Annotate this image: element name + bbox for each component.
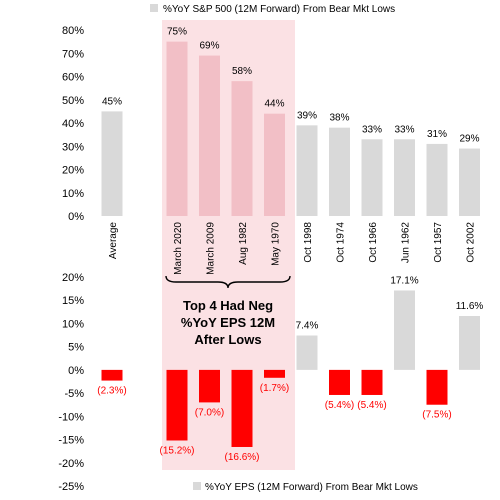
legend-bottom: %YoY EPS (12M Forward) From Bear Mkt Low… (193, 482, 418, 493)
x-label-oct-2002: Oct 2002 (466, 222, 477, 263)
annotation-line-1: Top 4 Had Neg (183, 298, 273, 313)
x-axis-labels: Average March 2020 March 2009 Aug 1982 May 1… (108, 222, 477, 275)
y-tick-bottom-25: -25% (58, 481, 84, 493)
data-label-bottom-oct-1998: 7.4% (296, 321, 319, 332)
bar-top-oct-1957 (426, 143, 448, 216)
x-label-oct-1998: Oct 1998 (303, 222, 314, 263)
annotation-brace (165, 275, 291, 289)
bar-top-oct-2002 (459, 148, 480, 216)
legend-top-label: %YoY S&P 500 (12M Forward) From Bear Mkt… (163, 4, 395, 15)
bar-top-average (101, 111, 123, 216)
data-label-top-march-2020: 75% (167, 27, 187, 38)
curly-brace (165, 275, 291, 289)
legend-top-swatch (150, 4, 158, 12)
y-tick-top-70: 70% (62, 48, 84, 60)
data-label-top-jun-1962: 33% (394, 124, 414, 135)
x-label-average: Average (108, 222, 119, 260)
bar-bottom-oct-1957 (426, 369, 448, 405)
data-label-bottom-march-2009: (7.0%) (195, 407, 224, 418)
bar-top-may-1970 (264, 113, 285, 216)
data-label-top-aug-1982: 58% (232, 66, 252, 77)
bar-top-oct-1998 (296, 125, 318, 216)
data-label-top-oct-1998: 39% (297, 110, 317, 121)
bar-top-march-2009 (199, 55, 220, 217)
x-label-aug-1982: Aug 1982 (238, 222, 249, 265)
y-tick-top-10: 10% (62, 188, 84, 200)
y-tick-bottom-5: 5% (68, 342, 84, 354)
x-label-march-2020: March 2020 (173, 222, 184, 275)
data-label-top-march-2009: 69% (199, 41, 219, 52)
data-label-bottom-oct-2002: 11.6% (456, 301, 484, 312)
x-label-oct-1957: Oct 1957 (433, 222, 444, 263)
bar-bottom-oct-1974 (329, 369, 350, 395)
y-tick-top-30: 30% (62, 141, 84, 153)
x-label-march-2009: March 2009 (206, 222, 217, 275)
top-plot: 0% 10% 20% 30% 40% 50% 60% 70% 80% 45% 75% 69% 58% 44… (62, 25, 480, 223)
bar-top-aug-1982 (231, 81, 253, 217)
data-label-bottom-may-1970: (1.7%) (260, 383, 289, 394)
data-label-top-oct-2002: 29% (459, 134, 479, 145)
x-label-oct-1966: Oct 1966 (368, 222, 379, 263)
legend-bottom-swatch (193, 482, 201, 490)
x-label-jun-1962: Jun 1962 (401, 222, 412, 264)
y-tick-bottom-10: 10% (62, 318, 84, 330)
bar-bottom-average (101, 369, 123, 381)
data-label-top-oct-1957: 31% (427, 129, 447, 140)
y-tick-top-0: 0% (68, 211, 84, 223)
y-tick-bottom-10: -10% (58, 411, 84, 423)
bar-top-oct-1966 (361, 139, 383, 216)
legend-bottom-label: %YoY EPS (12M Forward) From Bear Mkt Low… (205, 482, 418, 493)
data-label-bottom-march-2020: (15.2%) (159, 445, 194, 456)
bar-top-oct-1974 (329, 127, 350, 216)
annotation-line-3: After Lows (194, 332, 261, 347)
data-label-top-oct-1966: 33% (362, 124, 382, 135)
bar-bottom-oct-1966 (361, 369, 383, 395)
bottom-plot: -25% -20% -15% -10% -5% 0% 5% 10% 15% 20% (2.3%) (1… (58, 272, 483, 493)
y-tick-bottom-20: -20% (58, 458, 84, 470)
bar-bottom-oct-1998 (296, 335, 318, 370)
bar-bottom-oct-2002 (459, 316, 480, 370)
data-label-bottom-oct-1957: (7.5%) (422, 410, 451, 421)
bar-top-march-2020 (166, 41, 188, 216)
bar-bottom-aug-1982 (231, 369, 253, 447)
y-tick-bottom-15: 15% (62, 295, 84, 307)
y-tick-bottom-0: 0% (68, 365, 84, 377)
x-label-may-1970: May 1970 (271, 222, 282, 266)
y-tick-bottom-20: 20% (62, 272, 84, 284)
y-tick-bottom-5: -5% (64, 388, 84, 400)
y-tick-top-60: 60% (62, 72, 84, 84)
annotation-text: Top 4 Had Neg %YoY EPS 12M After Lows (181, 298, 275, 347)
y-tick-top-20: 20% (62, 165, 84, 177)
bar-top-jun-1962 (394, 139, 415, 216)
data-label-top-average: 45% (102, 96, 122, 107)
data-label-bottom-oct-1966: (5.4%) (357, 400, 386, 411)
annotation-line-2: %YoY EPS 12M (181, 315, 275, 330)
data-label-bottom-oct-1974: (5.4%) (325, 400, 354, 411)
data-label-bottom-average: (2.3%) (97, 386, 126, 397)
x-label-oct-1974: Oct 1974 (336, 222, 347, 263)
bar-bottom-jun-1962 (394, 290, 415, 370)
legend-top: %YoY S&P 500 (12M Forward) From Bear Mkt… (150, 4, 395, 15)
data-label-top-may-1970: 44% (264, 99, 284, 110)
y-tick-top-40: 40% (62, 118, 84, 130)
data-label-bottom-aug-1982: (16.6%) (224, 452, 259, 463)
y-tick-top-80: 80% (62, 25, 84, 37)
data-label-top-oct-1974: 38% (329, 113, 349, 124)
y-tick-bottom-15: -15% (58, 435, 84, 447)
y-tick-top-50: 50% (62, 95, 84, 107)
bar-bottom-march-2009 (199, 369, 220, 403)
bar-bottom-may-1970 (264, 369, 285, 378)
bar-bottom-march-2020 (166, 369, 188, 441)
data-label-bottom-jun-1962: 17.1% (390, 275, 418, 286)
